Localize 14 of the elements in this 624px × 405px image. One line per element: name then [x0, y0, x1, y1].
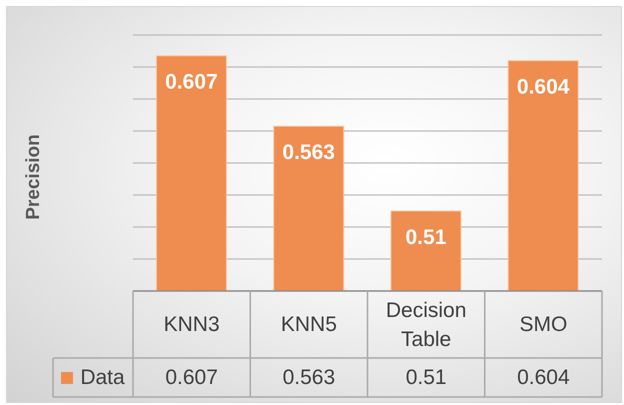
data-label: 0.607: [165, 366, 218, 390]
x-tick-label: KNN5: [280, 312, 338, 338]
annotation: 0.607: [165, 70, 218, 94]
x-tick-label: Decision Table: [384, 298, 468, 352]
y-axis-title: Precision: [22, 134, 44, 220]
x-tick-label: SMO: [518, 312, 568, 338]
annotation: 0.51: [406, 226, 447, 249]
annotation: 0.604: [516, 76, 570, 99]
annotation: 0.563: [282, 141, 335, 164]
x-tick-label: KNN3: [162, 312, 221, 338]
data-label: 0.563: [282, 366, 336, 390]
data-label: 0.604: [517, 366, 570, 390]
text: Data: [80, 366, 125, 390]
data-label: 0.51: [406, 366, 447, 390]
